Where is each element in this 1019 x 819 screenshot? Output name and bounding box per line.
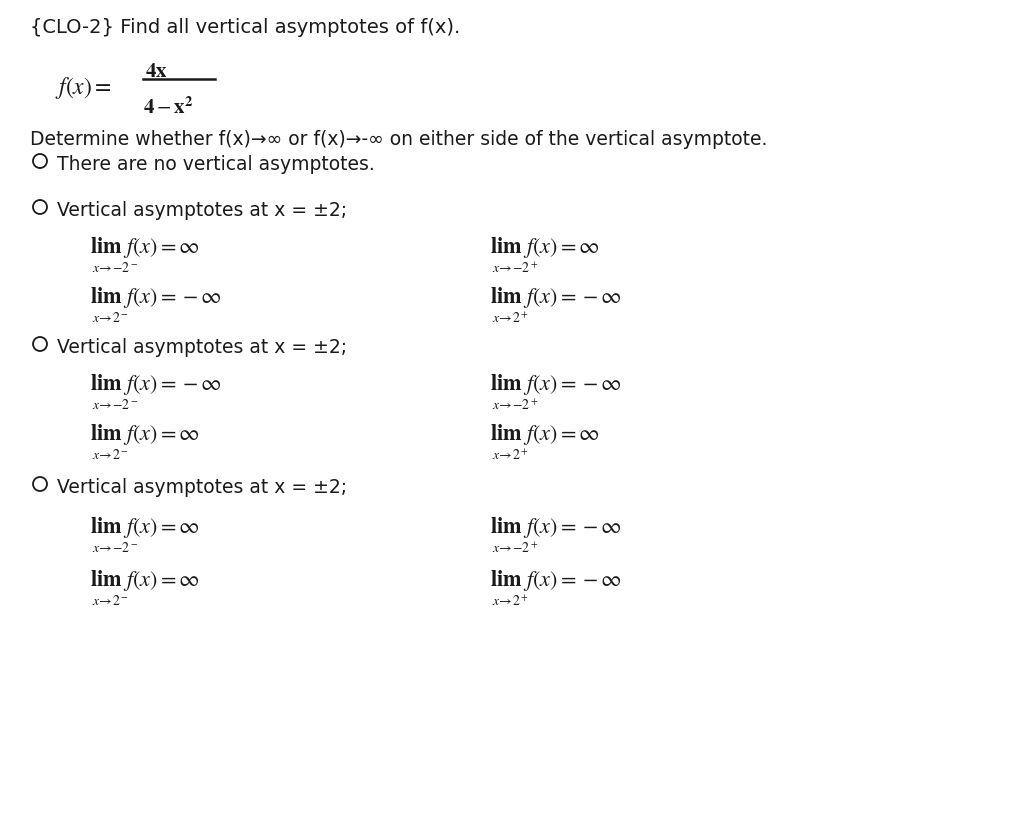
Text: $\mathbf{lim}\ f(x)=-\infty$: $\mathbf{lim}\ f(x)=-\infty$: [489, 285, 621, 310]
Text: Vertical asymptotes at x = ±2;: Vertical asymptotes at x = ±2;: [57, 201, 346, 219]
Text: $\mathbf{4x}$: $\mathbf{4x}$: [145, 62, 167, 82]
Text: $\mathbf{4}-\mathbf{x}^\mathbf{2}$: $\mathbf{4}-\mathbf{x}^\mathbf{2}$: [143, 97, 194, 118]
Text: $\mathbf{lim}\ f(x)=-\infty$: $\mathbf{lim}\ f(x)=-\infty$: [489, 514, 621, 540]
Text: $x\!\to\!{-}2^-$: $x\!\to\!{-}2^-$: [92, 397, 138, 411]
Text: Vertical asymptotes at x = ±2;: Vertical asymptotes at x = ±2;: [57, 477, 346, 496]
Text: $x\!\to\!2^-$: $x\!\to\!2^-$: [92, 310, 128, 324]
Text: $\mathbf{lim}\ f(x)=\infty$: $\mathbf{lim}\ f(x)=\infty$: [90, 514, 200, 540]
Text: Determine whether f(x)→∞ or f(x)→-∞ on either side of the vertical asymptote.: Determine whether f(x)→∞ or f(x)→-∞ on e…: [30, 130, 766, 149]
Text: $f(x)=$: $f(x)=$: [55, 75, 111, 101]
Text: $x\!\to\!{-}2^-$: $x\!\to\!{-}2^-$: [92, 260, 138, 274]
Text: $\mathbf{lim}\ f(x)=\infty$: $\mathbf{lim}\ f(x)=\infty$: [90, 568, 200, 592]
Text: $x\!\to\!{-}2^-$: $x\!\to\!{-}2^-$: [92, 541, 138, 554]
Text: $x\!\to\!2^+$: $x\!\to\!2^+$: [491, 447, 528, 462]
Text: $\mathbf{lim}\ f(x)=\infty$: $\mathbf{lim}\ f(x)=\infty$: [489, 422, 599, 446]
Text: $\mathbf{lim}\ f(x)=\infty$: $\mathbf{lim}\ f(x)=\infty$: [90, 235, 200, 260]
Text: $x\!\to\!{-}2^+$: $x\!\to\!{-}2^+$: [491, 541, 538, 554]
Text: $x\!\to\!2^-$: $x\!\to\!2^-$: [92, 447, 128, 461]
Text: $\mathbf{lim}\ f(x)=-\infty$: $\mathbf{lim}\ f(x)=-\infty$: [90, 372, 221, 396]
Text: $\mathbf{lim}\ f(x)=\infty$: $\mathbf{lim}\ f(x)=\infty$: [90, 422, 200, 446]
Text: $x\!\to\!{-}2^+$: $x\!\to\!{-}2^+$: [491, 397, 538, 412]
Text: {CLO-2} Find all vertical asymptotes of f(x).: {CLO-2} Find all vertical asymptotes of …: [30, 18, 460, 37]
Text: $\mathbf{lim}\ f(x)=-\infty$: $\mathbf{lim}\ f(x)=-\infty$: [489, 372, 621, 396]
Text: There are no vertical asymptotes.: There are no vertical asymptotes.: [57, 155, 374, 174]
Text: $\mathbf{lim}\ f(x)=-\infty$: $\mathbf{lim}\ f(x)=-\infty$: [90, 285, 221, 310]
Text: $\mathbf{lim}\ f(x)=\infty$: $\mathbf{lim}\ f(x)=\infty$: [489, 235, 599, 260]
Text: $x\!\to\!2^+$: $x\!\to\!2^+$: [491, 593, 528, 608]
Text: $x\!\to\!{-}2^+$: $x\!\to\!{-}2^+$: [491, 260, 538, 275]
Text: $\mathbf{lim}\ f(x)=-\infty$: $\mathbf{lim}\ f(x)=-\infty$: [489, 568, 621, 592]
Text: $x\!\to\!2^-$: $x\!\to\!2^-$: [92, 593, 128, 607]
Text: Vertical asymptotes at x = ±2;: Vertical asymptotes at x = ±2;: [57, 337, 346, 356]
Text: $x\!\to\!2^+$: $x\!\to\!2^+$: [491, 310, 528, 325]
